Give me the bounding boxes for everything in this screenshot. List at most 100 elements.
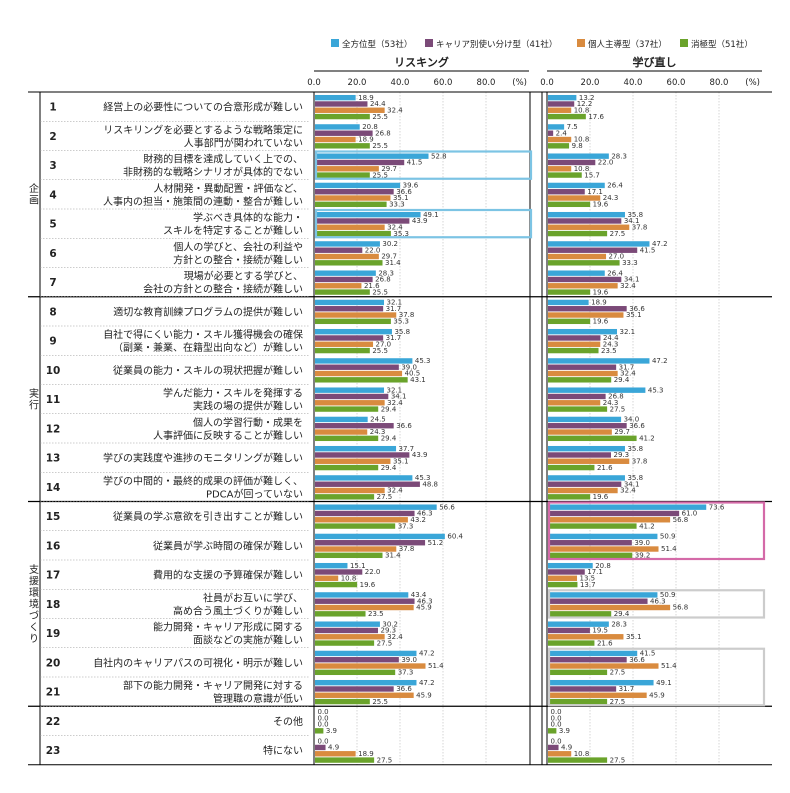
bar <box>548 487 618 494</box>
value-label: 32.1 <box>620 328 636 336</box>
bar <box>315 166 379 172</box>
value-label: 37.8 <box>632 457 648 465</box>
value-label: 34.1 <box>624 276 640 284</box>
value-label: 32.4 <box>620 282 636 290</box>
value-label: 19.6 <box>593 493 609 501</box>
value-label: 27.5 <box>610 405 626 413</box>
value-label: 24.3 <box>603 194 619 202</box>
value-label: 45.9 <box>649 691 665 699</box>
value-label: 18.9 <box>358 136 374 144</box>
bar <box>548 283 618 289</box>
value-label: 21.6 <box>597 639 613 647</box>
bar <box>315 728 324 734</box>
legend-label: 全方位型（53社） <box>342 39 412 50</box>
bar <box>548 230 608 237</box>
bar <box>548 657 627 663</box>
row-label: 学んだ能力・スキルを発揮する <box>163 387 303 400</box>
value-label: 22.0 <box>365 246 381 254</box>
group-label: く <box>29 622 39 633</box>
value-label: 27.5 <box>610 698 626 706</box>
value-label: 10.8 <box>574 136 590 144</box>
bar <box>315 679 417 686</box>
bar <box>315 347 370 354</box>
row-label: その他 <box>273 715 303 728</box>
value-label: 27.0 <box>609 253 625 261</box>
bar <box>315 487 385 494</box>
row-number: 14 <box>46 482 61 494</box>
value-label: 39.0 <box>401 656 417 664</box>
row-label: 学びの中間的・最終的成果の評価が難しく、 <box>103 474 303 487</box>
bar <box>315 510 415 517</box>
bar <box>548 452 611 458</box>
bar <box>548 113 586 120</box>
row-label: PDCAが回っていない <box>206 487 303 500</box>
legend-swatch <box>680 39 688 47</box>
group-label: 支 <box>29 564 39 576</box>
row-number: 20 <box>46 657 61 669</box>
value-label: 18.9 <box>358 94 374 102</box>
bar <box>315 393 389 400</box>
tick-label: 20.0 <box>348 78 367 88</box>
value-label: 37.8 <box>399 545 415 553</box>
row-label: 能力開発・キャリア形成に関する <box>153 621 303 634</box>
value-label: 31.4 <box>385 259 401 267</box>
row-label: 適切な教育訓練プログラムの提供が難しい <box>113 305 303 318</box>
value-label: 21.6 <box>364 282 380 290</box>
bar <box>315 562 348 569</box>
value-label: 29.3 <box>380 627 396 635</box>
bar <box>548 124 565 130</box>
value-label: 25.5 <box>372 113 388 121</box>
tick-label: 0.0 <box>540 78 554 88</box>
value-label: 29.7 <box>614 428 630 436</box>
bar <box>315 452 410 458</box>
bar <box>315 247 363 253</box>
tick-label: 20.0 <box>581 78 600 88</box>
value-label: 4.9 <box>328 744 339 752</box>
bar <box>548 562 593 569</box>
row-number: 8 <box>49 306 56 318</box>
group-label: り <box>29 633 39 645</box>
bar <box>548 751 572 757</box>
row-label: 管理職の意識が低い <box>213 692 303 705</box>
value-label: 43.2 <box>410 516 426 524</box>
value-label: 56.6 <box>439 503 455 511</box>
value-label: 13.5 <box>580 574 596 582</box>
bar <box>548 253 607 260</box>
bar <box>315 130 373 136</box>
value-label: 47.2 <box>419 650 435 658</box>
bar <box>548 423 627 429</box>
bar <box>548 182 605 189</box>
value-label: 19.5 <box>592 627 608 635</box>
value-label: 18.9 <box>591 299 607 307</box>
row-number: 13 <box>46 453 61 465</box>
value-label: 43.1 <box>410 376 426 384</box>
bar <box>315 692 414 698</box>
bar <box>315 581 358 588</box>
row-label: 個人の学習行動・成果を <box>193 416 303 429</box>
bar <box>548 604 671 611</box>
row-number: 6 <box>49 248 56 260</box>
value-label: 0.0 <box>551 708 562 716</box>
value-label: 7.5 <box>567 123 578 131</box>
bar <box>315 592 409 598</box>
value-label: 13.7 <box>580 581 596 589</box>
value-label: 40.5 <box>405 370 421 378</box>
bar <box>548 377 612 383</box>
value-label: 49.1 <box>423 211 439 219</box>
highlight-box <box>547 501 766 561</box>
tick-label: 40.0 <box>391 78 410 88</box>
row-label: 人材開発・異動配置・評価など、 <box>154 182 304 195</box>
row-label: 特にない <box>263 745 303 757</box>
row-number: 19 <box>46 628 61 640</box>
bar <box>548 621 609 627</box>
bar <box>315 751 356 757</box>
value-label: 60.4 <box>447 533 463 541</box>
value-label: 25.5 <box>372 698 388 706</box>
bar <box>548 247 638 253</box>
value-label: 28.3 <box>378 269 394 277</box>
value-label: 33.3 <box>622 259 638 267</box>
bar <box>548 341 601 347</box>
row-label: 人事内の担当・施策間の連動・整合が難しい <box>103 195 303 208</box>
tick-label: 60.0 <box>434 78 453 88</box>
value-label: 35.1 <box>626 311 642 319</box>
